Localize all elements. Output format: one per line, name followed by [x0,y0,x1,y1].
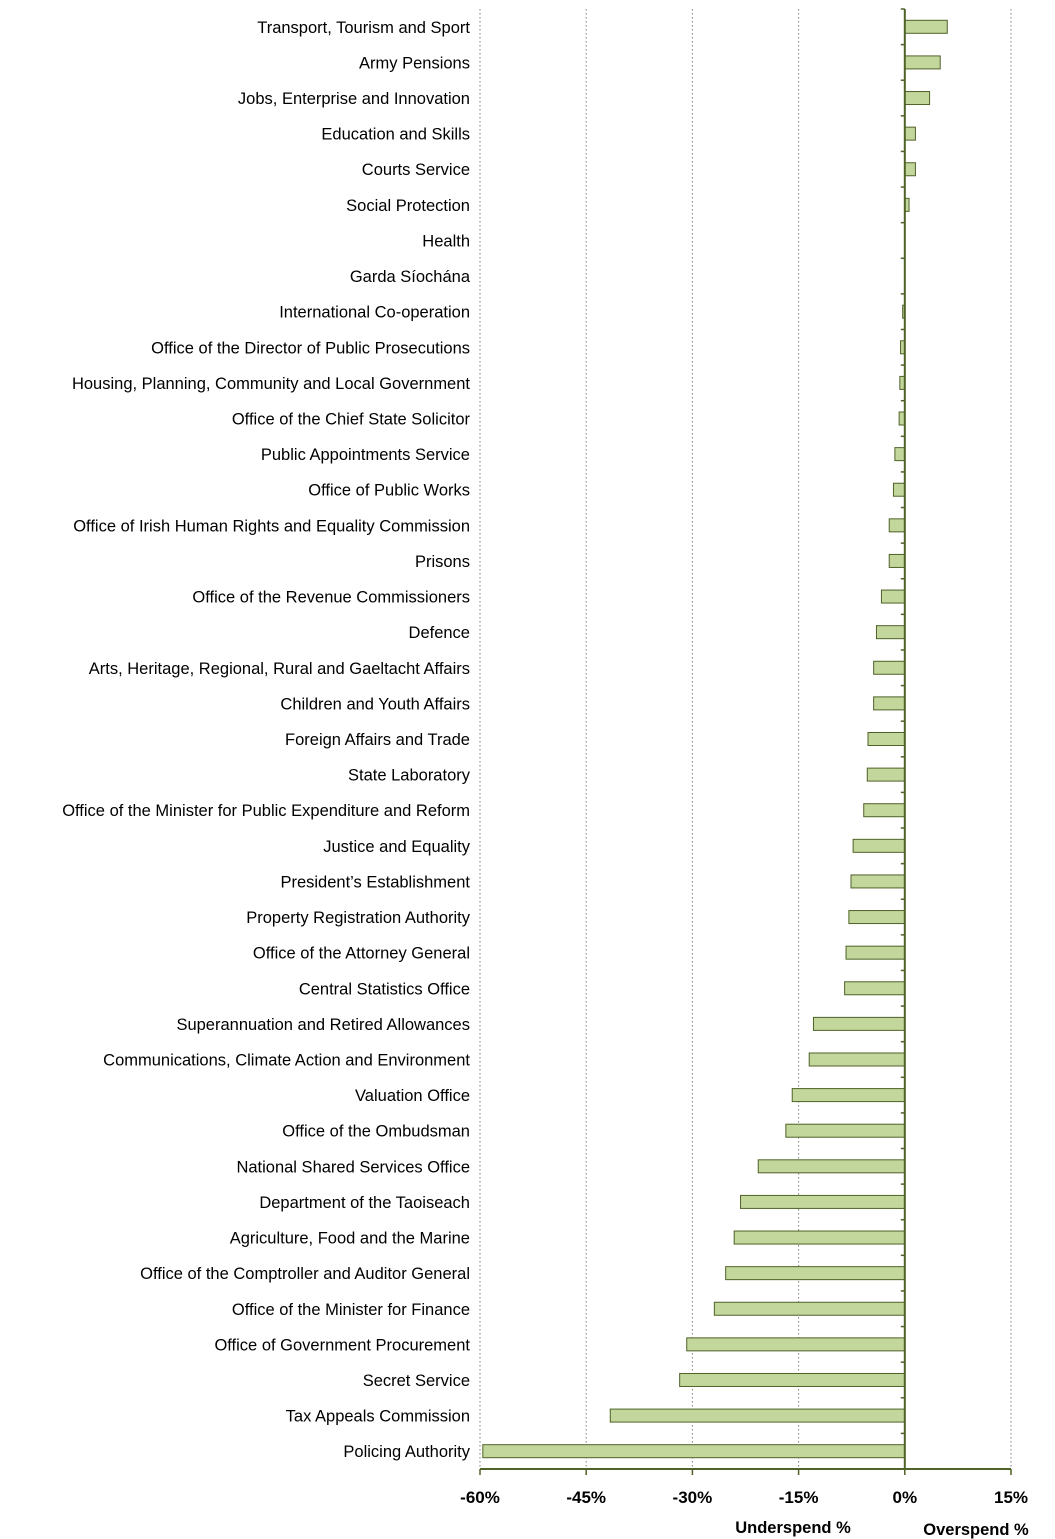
category-label: Central Statistics Office [299,980,470,998]
bar [904,162,916,177]
bar [848,910,906,925]
bar [609,1408,906,1423]
bar [863,803,906,818]
bar [904,91,931,106]
x-tick-labels: -60% -45% -30% -15% 0% 15% [460,1488,1028,1507]
bar [757,1159,906,1174]
x-tick-label: 15% [994,1488,1028,1507]
bar [904,55,941,70]
bar [888,553,906,568]
category-label: Courts Service [362,161,470,179]
bar [679,1372,906,1387]
category-label: International Co-operation [279,304,470,322]
category-label: Health [422,232,470,250]
category-label: Secret Service [363,1372,470,1390]
category-label: Garda Síochána [350,268,471,286]
bar [733,1230,906,1245]
category-label: State Laboratory [348,767,471,785]
category-label: Office of the Minister for Public Expend… [62,802,470,820]
category-label: Office of Irish Human Rights and Equalit… [73,517,470,535]
bar [892,482,906,497]
bar [845,945,906,960]
category-label: Office of the Revenue Commissioners [192,589,470,607]
category-label: President’s Establishment [280,873,470,891]
category-label: Office of Government Procurement [214,1336,470,1354]
category-label: Social Protection [346,197,470,215]
bar [812,1016,906,1031]
category-label: Office of the Attorney General [253,945,470,963]
category-label: Justice and Equality [323,838,471,856]
category-label: Office of the Ombudsman [282,1123,470,1141]
bar [850,874,906,889]
x-tick-label: -45% [566,1488,606,1507]
x-tick-label: -15% [779,1488,819,1507]
category-label: Jobs, Enterprise and Innovation [238,90,470,108]
category-label: Education and Skills [321,126,470,144]
category-label: Office of the Director of Public Prosecu… [151,339,470,357]
bar [875,625,906,640]
category-label: Office of Public Works [308,482,470,500]
category-label: Housing, Planning, Community and Local G… [72,375,470,393]
category-label: Public Appointments Service [261,446,470,464]
category-label: Children and Youth Affairs [280,695,470,713]
category-label: Property Registration Authority [246,909,471,927]
bar [873,660,906,675]
bar [808,1052,906,1067]
bar [852,838,906,853]
category-label: Policing Authority [343,1443,470,1461]
category-label: Transport, Tourism and Sport [257,19,470,37]
bars [482,19,948,1459]
category-label: Agriculture, Food and the Marine [230,1230,470,1248]
bar [713,1301,906,1316]
bar [866,767,906,782]
category-label: Department of the Taoiseach [259,1194,470,1212]
overspend-label: Overspend % [923,1521,1029,1539]
bar [791,1088,906,1103]
category-label: Valuation Office [355,1087,470,1105]
category-label: Communications, Climate Action and Envir… [103,1051,470,1069]
x-tick-label: 0% [893,1488,918,1507]
bar [785,1123,906,1138]
category-label: Office of the Chief State Solicitor [232,411,471,429]
bar [686,1337,906,1352]
category-label: Office of the Minister for Finance [232,1301,470,1319]
bar [880,589,906,604]
bar [873,696,906,711]
gridlines [479,9,1012,1469]
bar [867,732,906,746]
x-tick-label: -60% [460,1488,500,1507]
bar [844,981,906,996]
bar [888,518,906,533]
underspend-label: Underspend % [735,1519,851,1537]
bar [740,1194,906,1209]
x-tick-label: -30% [673,1488,713,1507]
bar [482,1444,906,1459]
category-label: Army Pensions [359,54,470,72]
bar [904,19,948,34]
category-label: Arts, Heritage, Regional, Rural and Gael… [89,660,470,678]
axes [479,8,1012,1475]
category-labels: Transport, Tourism and Sport Army Pension… [62,19,471,1461]
category-label: Defence [409,624,470,642]
bar [904,126,916,141]
category-label: Tax Appeals Commission [286,1408,470,1426]
category-label: Superannuation and Retired Allowances [176,1016,470,1034]
bar [894,447,906,462]
category-label: Foreign Affairs and Trade [285,731,470,749]
bar [725,1266,906,1281]
category-label: National Shared Services Office [236,1158,470,1176]
category-label: Office of the Comptroller and Auditor Ge… [140,1265,470,1283]
category-label: Prisons [415,553,470,571]
